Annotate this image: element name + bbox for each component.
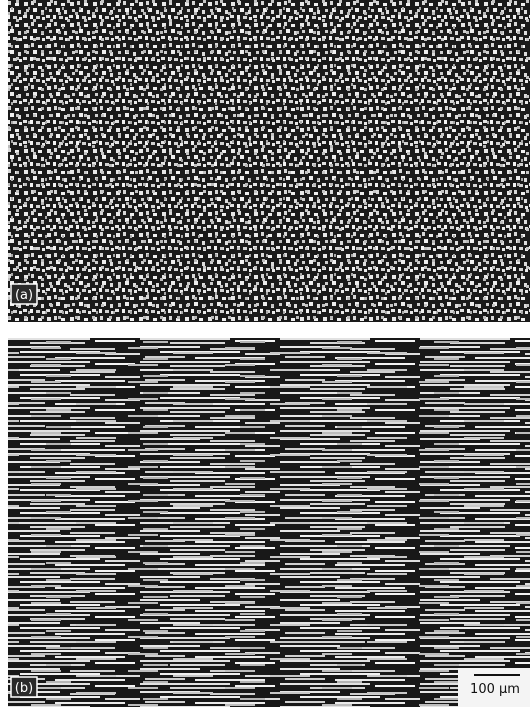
- scale-bar-label: 100 µm: [470, 682, 520, 697]
- micrograph-figure: (a) (b) 100 µm: [0, 0, 530, 707]
- panel-label: (a): [15, 288, 33, 303]
- panel-a: (a): [8, 0, 530, 322]
- panel-label: (b): [15, 681, 33, 696]
- panel-a-texture: [8, 0, 530, 322]
- panel-b-texture: [8, 338, 530, 707]
- panel-b: (b) 100 µm: [8, 338, 530, 707]
- page: {"panels": [{"label": "(a)"}, {"label": …: [0, 0, 530, 707]
